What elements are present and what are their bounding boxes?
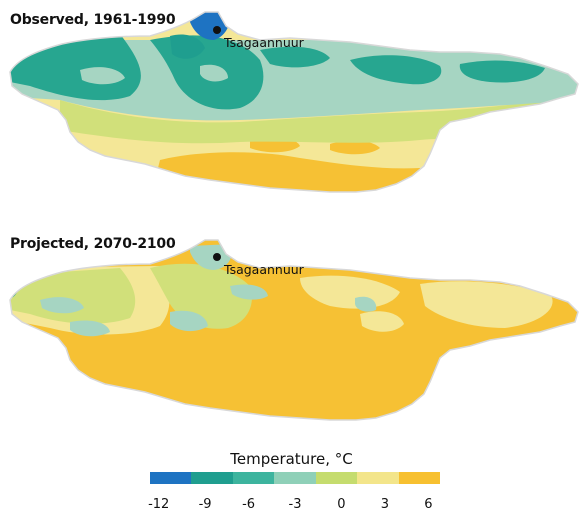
projected-title: Projected, 2070-2100 [10, 236, 176, 252]
legend-tick: -3 [288, 497, 302, 512]
legend-tick: -9 [198, 497, 212, 512]
legend-tick: 3 [380, 497, 390, 512]
legend-swatch [150, 472, 192, 484]
place-label-tsagaannuur-observed: Tsagaannuur [224, 35, 304, 50]
legend-tick: -12 [148, 497, 170, 512]
temperature-legend: Temperature, °C -12 -9 -6 -3 0 3 6 [0, 445, 583, 523]
observed-title: Observed, 1961-1990 [10, 12, 176, 28]
legend-color-bar [150, 472, 440, 484]
tsagaannuur-marker-observed [213, 26, 221, 34]
legend-swatch [315, 472, 358, 484]
legend-swatch [274, 472, 316, 484]
tsagaannuur-marker-projected [213, 253, 221, 261]
legend-swatch [191, 472, 233, 484]
projected-temperature-map [9, 239, 579, 421]
projected-map-panel: Projected, 2070-2100 Tsagaannuur [0, 228, 583, 443]
legend-ticks: -12 -9 -6 -3 0 3 6 [148, 497, 440, 515]
legend-tick: -6 [242, 497, 256, 512]
legend-tick: 0 [337, 497, 346, 512]
place-label-tsagaannuur-projected: Tsagaannuur [224, 262, 304, 277]
legend-title: Temperature, °C [230, 450, 353, 468]
legend-tick: 6 [424, 497, 433, 512]
observed-temperature-map [9, 11, 579, 193]
legend-swatch [357, 472, 399, 484]
observed-map-panel: Observed, 1961-1990 Tsagaannuur [0, 0, 583, 215]
legend-swatch [232, 472, 275, 484]
legend-swatch [398, 472, 440, 484]
